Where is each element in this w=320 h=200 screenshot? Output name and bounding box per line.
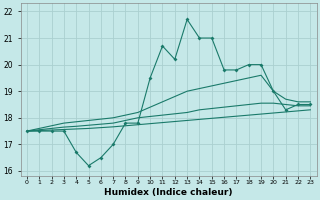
X-axis label: Humidex (Indice chaleur): Humidex (Indice chaleur) [104,188,233,197]
